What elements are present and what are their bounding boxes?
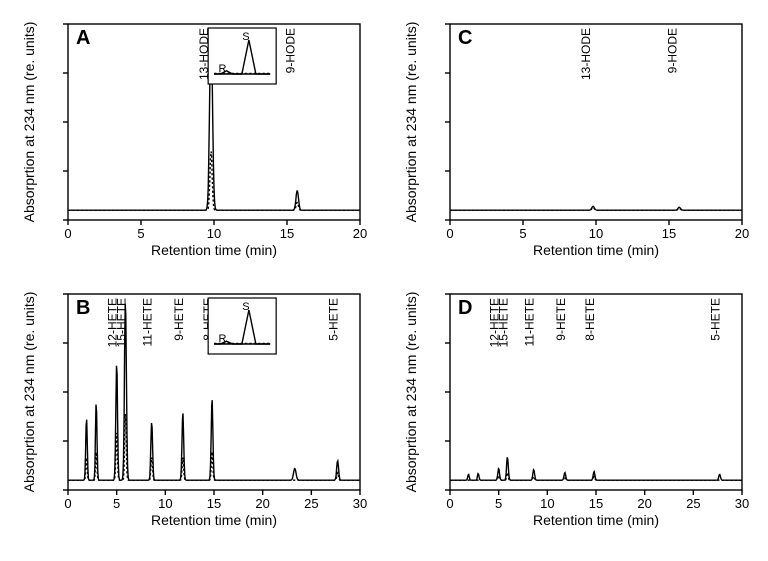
svg-text:0: 0 [446, 226, 453, 241]
svg-text:0: 0 [64, 496, 71, 511]
svg-text:20: 20 [353, 226, 367, 241]
svg-text:5: 5 [519, 226, 526, 241]
svg-text:20: 20 [255, 496, 269, 511]
svg-text:Absorprtion at 234 nm (re. uni: Absorprtion at 234 nm (re. units) [403, 292, 419, 493]
svg-text:9-HODE: 9-HODE [283, 28, 297, 73]
svg-text:C: C [458, 27, 472, 49]
svg-text:5-HETE: 5-HETE [327, 298, 341, 341]
svg-text:15: 15 [662, 226, 676, 241]
svg-text:Retention time (min): Retention time (min) [151, 512, 277, 528]
svg-text:S: S [242, 31, 249, 43]
svg-text:Absorprtion at 234 nm (re. uni: Absorprtion at 234 nm (re. units) [21, 22, 37, 223]
svg-text:11-HETE: 11-HETE [523, 298, 537, 346]
svg-text:30: 30 [353, 496, 367, 511]
svg-text:D: D [458, 297, 472, 319]
svg-text:15: 15 [280, 226, 294, 241]
svg-text:Retention time (min): Retention time (min) [533, 512, 659, 528]
svg-text:0: 0 [446, 496, 453, 511]
svg-text:15-HETE: 15-HETE [114, 298, 128, 347]
svg-text:9-HODE: 9-HODE [665, 28, 679, 73]
svg-text:5: 5 [495, 496, 502, 511]
svg-text:10: 10 [158, 496, 172, 511]
svg-text:15: 15 [589, 496, 603, 511]
svg-text:25: 25 [686, 496, 700, 511]
svg-text:15-HETE: 15-HETE [496, 298, 510, 347]
svg-text:9-HETE: 9-HETE [554, 298, 568, 341]
svg-text:10: 10 [540, 496, 554, 511]
svg-text:Absorprtion at 234 nm (re. uni: Absorprtion at 234 nm (re. units) [403, 22, 419, 223]
svg-text:A: A [76, 27, 90, 49]
svg-text:9-HETE: 9-HETE [172, 298, 186, 341]
svg-text:Absorprtion at 234 nm (re. uni: Absorprtion at 234 nm (re. units) [21, 292, 37, 493]
svg-text:30: 30 [735, 496, 749, 511]
figure-container: 05101520Retention time (min)Absorprtion … [0, 0, 768, 556]
svg-text:5: 5 [137, 226, 144, 241]
svg-text:8-HETE: 8-HETE [583, 298, 597, 341]
svg-text:Retention time (min): Retention time (min) [151, 242, 277, 258]
svg-text:15: 15 [207, 496, 221, 511]
svg-text:10: 10 [207, 226, 221, 241]
svg-text:13-HODE: 13-HODE [579, 28, 593, 80]
svg-text:R: R [218, 63, 226, 75]
svg-text:0: 0 [64, 226, 71, 241]
figure-svg: 05101520Retention time (min)Absorprtion … [0, 0, 768, 556]
svg-text:Retention time (min): Retention time (min) [533, 242, 659, 258]
svg-text:S: S [242, 301, 249, 313]
svg-text:R: R [218, 333, 226, 345]
svg-text:20: 20 [637, 496, 651, 511]
svg-text:5: 5 [113, 496, 120, 511]
svg-text:20: 20 [735, 226, 749, 241]
svg-text:5-HETE: 5-HETE [709, 298, 723, 341]
svg-text:11-HETE: 11-HETE [141, 298, 155, 346]
svg-text:25: 25 [304, 496, 318, 511]
svg-text:10: 10 [589, 226, 603, 241]
svg-text:B: B [76, 297, 90, 319]
